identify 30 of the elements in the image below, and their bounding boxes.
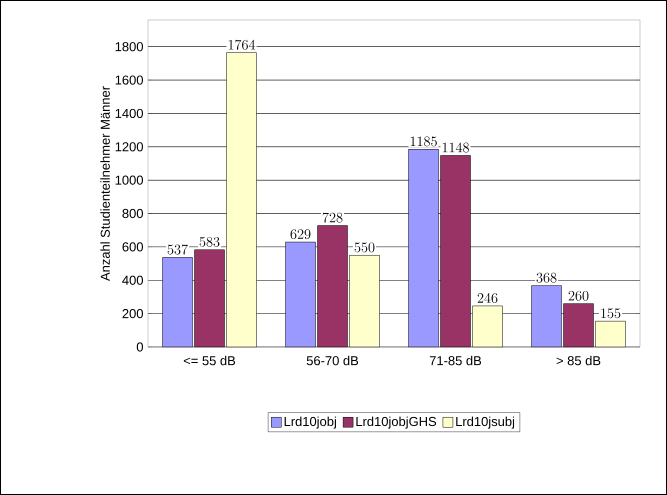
- y-tick-label: 1400: [116, 108, 143, 118]
- data-label: 155: [601, 308, 620, 318]
- y-tick-label: 800: [122, 208, 143, 218]
- data-label: 550: [354, 242, 374, 252]
- y-tick-label: 200: [122, 309, 143, 318]
- data-label: 260: [568, 290, 588, 301]
- y-tick-label: 1000: [116, 176, 143, 185]
- y-axis-title: Anzahl Studienteilnehmer Männer: [100, 86, 110, 282]
- legend-label: Lrd10jobjGHS: [356, 416, 436, 429]
- data-label: 728: [322, 212, 342, 223]
- data-label: 629: [290, 229, 310, 240]
- y-tick-label: 1600: [116, 75, 143, 85]
- x-tick-label: 71-85 dB: [430, 356, 482, 366]
- y-tick-label: 400: [122, 276, 143, 285]
- data-label: 537: [168, 244, 188, 254]
- y-tick-label: 1200: [116, 142, 143, 152]
- x-tick-label: > 85 dB: [556, 356, 600, 366]
- x-tick-label: <= 55 dB: [184, 356, 236, 366]
- data-label: 1185: [410, 136, 437, 146]
- data-label: 368: [536, 272, 556, 283]
- y-tick-label: 0: [136, 342, 143, 352]
- legend-label: Lrd10jsubj: [456, 416, 514, 429]
- data-label: 1148: [442, 142, 469, 153]
- data-label: 583: [200, 236, 220, 247]
- data-label: 1764: [228, 40, 256, 50]
- legend-label: Lrd10jobj: [284, 416, 336, 429]
- y-tick-label: 1800: [116, 42, 143, 52]
- x-tick-label: 56-70 dB: [306, 356, 358, 366]
- data-label: 246: [478, 293, 498, 303]
- y-tick-label: 600: [122, 242, 143, 252]
